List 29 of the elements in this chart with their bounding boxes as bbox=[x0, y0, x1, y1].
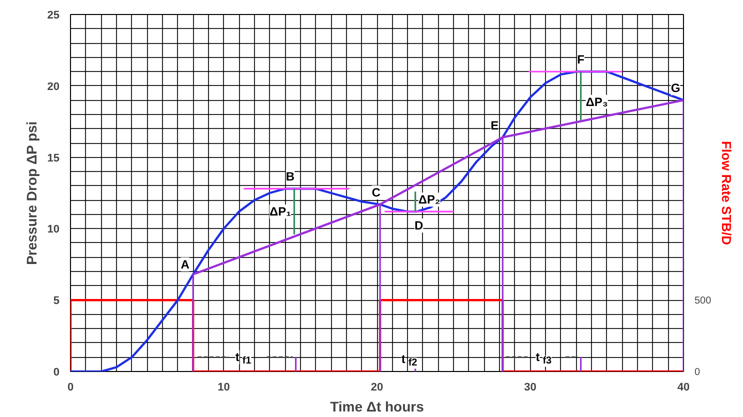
y-tick-label: 20 bbox=[47, 80, 60, 93]
x-tick-label: 0 bbox=[67, 382, 74, 394]
x-axis-title: Time Δt hours bbox=[330, 398, 424, 414]
annotation: tf1 bbox=[235, 350, 252, 367]
annotation: G bbox=[670, 81, 680, 96]
y-tick-label: 5 bbox=[53, 295, 60, 308]
annotation: ΔP₃ bbox=[586, 94, 608, 109]
annotation: B bbox=[286, 170, 295, 184]
y2-axis-title: Flow Rate STB/D bbox=[719, 140, 734, 246]
annotation: C bbox=[372, 185, 381, 200]
y2-tick-label: 500 bbox=[694, 296, 712, 307]
annotation: E bbox=[490, 118, 499, 132]
y-tick-label: 0 bbox=[53, 366, 60, 378]
y2-tick-label: 0 bbox=[694, 367, 700, 378]
annotation: ΔP₁ bbox=[269, 204, 292, 219]
x-tick-label: 30 bbox=[524, 382, 536, 394]
annotation: D bbox=[414, 218, 424, 233]
x-tick-label: 40 bbox=[677, 382, 690, 394]
x-tick-label: 10 bbox=[218, 382, 230, 394]
y-tick-label: 10 bbox=[47, 224, 60, 236]
annotation: F bbox=[577, 52, 584, 67]
x-tick-label: 20 bbox=[370, 382, 384, 394]
annotation: tf2 bbox=[401, 352, 418, 369]
annotation: ΔP₂ bbox=[418, 192, 440, 207]
y-tick-label: 25 bbox=[47, 10, 60, 22]
annotation: A bbox=[180, 257, 190, 272]
y-tick-label: 15 bbox=[47, 152, 60, 164]
y-axis-title: Pressure Drop ΔP psi bbox=[23, 121, 40, 265]
annotation: tf3 bbox=[536, 350, 552, 367]
